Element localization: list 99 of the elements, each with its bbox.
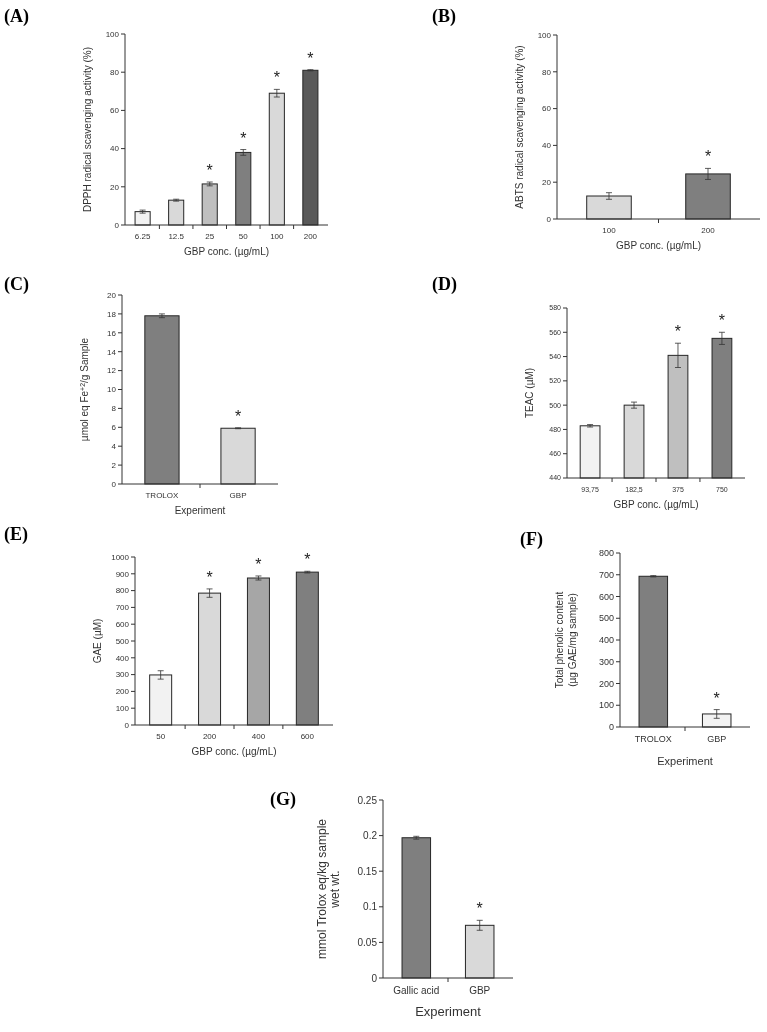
annotation: * <box>704 148 712 166</box>
y-tick-label: 20 <box>110 182 120 192</box>
y-tick-label: 900 <box>115 569 130 579</box>
x-tick-label: 400 <box>251 732 266 742</box>
y-tick-label: 40 <box>110 144 120 154</box>
x-axis-title: GBP conc. (µg/mL) <box>191 746 277 757</box>
x-tick-label: 200 <box>202 732 217 742</box>
x-tick-label: GBP <box>707 734 727 745</box>
chart-title: (B) <box>432 6 456 27</box>
y-tick-label: 20 <box>107 290 117 300</box>
y-tick-label: 300 <box>115 670 130 680</box>
y-tick-label: 16 <box>107 328 117 338</box>
annotation: * <box>234 407 242 425</box>
y-tick-label: 40 <box>542 141 552 151</box>
annotation: * <box>307 49 314 67</box>
y-tick-label: 400 <box>598 635 614 646</box>
y-tick-label: 0.2 <box>363 830 378 842</box>
x-tick-label: GBP <box>229 491 247 501</box>
y-tick-label: 100 <box>105 29 120 39</box>
y-tick-label: 300 <box>598 656 614 667</box>
y-tick-label: 400 <box>115 653 130 663</box>
x-axis-title: Experiment <box>657 755 713 767</box>
y-tick-label: 0.05 <box>357 936 378 948</box>
y-tick-label: 0.25 <box>357 794 378 806</box>
y-tick-label: 800 <box>598 548 614 559</box>
y-tick-label: 2 <box>111 460 117 470</box>
y-tick-label: 14 <box>107 347 117 357</box>
y-tick-label: 100 <box>537 30 552 40</box>
x-tick-label: TROLOX <box>145 491 180 501</box>
chart-title: (A) <box>4 6 29 27</box>
chart-title: (D) <box>432 274 457 295</box>
y-axis-title: Total phenolic content (µg GAE/mg sample) <box>554 591 578 689</box>
chart-title: (G) <box>270 789 296 810</box>
y-tick-label: 6 <box>111 423 117 433</box>
y-tick-label: 100 <box>115 704 130 713</box>
y-tick-label: 700 <box>598 569 614 580</box>
y-tick-label: 80 <box>110 68 120 77</box>
y-tick-label: 0 <box>124 720 130 730</box>
y-axis-title: DPPH radical scavenging activity (%) <box>82 46 93 213</box>
y-tick-label: 600 <box>115 620 130 629</box>
x-tick-label: 200 <box>303 232 318 242</box>
y-tick-label: 0 <box>114 220 120 230</box>
y-tick-label: 100 <box>598 700 614 711</box>
y-tick-label: 200 <box>115 687 130 697</box>
y-tick-label: 12 <box>107 366 117 376</box>
y-tick-label: 8 <box>111 404 117 414</box>
annotation: * <box>674 323 682 341</box>
x-axis-title: GBP conc. (µg/mL) <box>183 246 270 257</box>
y-tick-label: 700 <box>115 603 130 613</box>
y-axis-title: ABTS radical scavenging activity (%) <box>514 45 525 209</box>
y-axis-title: GAE (µM) <box>92 618 103 664</box>
annotation: * <box>476 900 483 918</box>
x-tick-label: 50 <box>156 732 166 742</box>
chart-title: (F) <box>520 529 543 550</box>
annotation: * <box>304 551 311 569</box>
annotation: * <box>718 312 726 330</box>
x-tick-label: 100 <box>270 232 285 242</box>
y-tick-label: 18 <box>107 309 117 319</box>
y-tick-label: 600 <box>598 591 614 602</box>
annotation: * <box>255 555 262 573</box>
y-tick-label: 0 <box>608 722 614 733</box>
x-axis-title: GBP conc. (µg/mL) <box>615 240 702 251</box>
x-tick-label: 12.5 <box>168 232 185 242</box>
y-tick-label: 500 <box>115 636 130 646</box>
y-axis-title: TEAC (µM) <box>524 367 535 419</box>
y-tick-label: 0 <box>111 479 117 489</box>
x-tick-label: 25 <box>205 232 215 242</box>
x-axis-title: Experiment <box>174 505 226 516</box>
annotation: * <box>206 162 213 180</box>
y-tick-label: 800 <box>115 586 130 596</box>
annotation: * <box>273 69 280 87</box>
y-tick-label: 0.15 <box>357 865 378 877</box>
chart-title: (C) <box>4 274 29 295</box>
x-tick-label: 6.25 <box>134 232 151 242</box>
y-tick-label: 4 <box>111 442 117 451</box>
x-tick-label: Gallic acid <box>393 985 440 996</box>
y-tick-label: 200 <box>598 678 614 689</box>
chart-title: (E) <box>4 524 28 545</box>
y-tick-label: 0 <box>546 214 552 224</box>
y-tick-label: 0 <box>371 972 378 984</box>
x-tick-label: 600 <box>300 732 315 742</box>
x-axis-title: GBP conc. (µg/mL) <box>613 499 699 510</box>
x-tick-label: 200 <box>701 226 716 236</box>
x-tick-label: GBP <box>469 985 491 996</box>
y-tick-label: 1000 <box>111 552 130 562</box>
y-axis-title: mmol Trolox eq/kg sample wet wt. <box>315 818 342 960</box>
y-tick-label: 500 <box>598 613 614 624</box>
annotation: * <box>240 129 247 147</box>
y-tick-label: 60 <box>542 104 552 114</box>
y-tick-label: 0.1 <box>363 901 378 913</box>
y-tick-label: 80 <box>542 67 552 77</box>
y-tick-label: 60 <box>110 106 120 116</box>
annotation: * <box>713 689 720 707</box>
x-tick-label: TROLOX <box>634 734 672 745</box>
x-axis-title: Experiment <box>415 1004 482 1019</box>
y-tick-label: 20 <box>542 178 552 187</box>
annotation: * <box>206 568 213 586</box>
y-tick-label: 10 <box>107 385 117 395</box>
x-tick-label: 50 <box>238 232 249 242</box>
